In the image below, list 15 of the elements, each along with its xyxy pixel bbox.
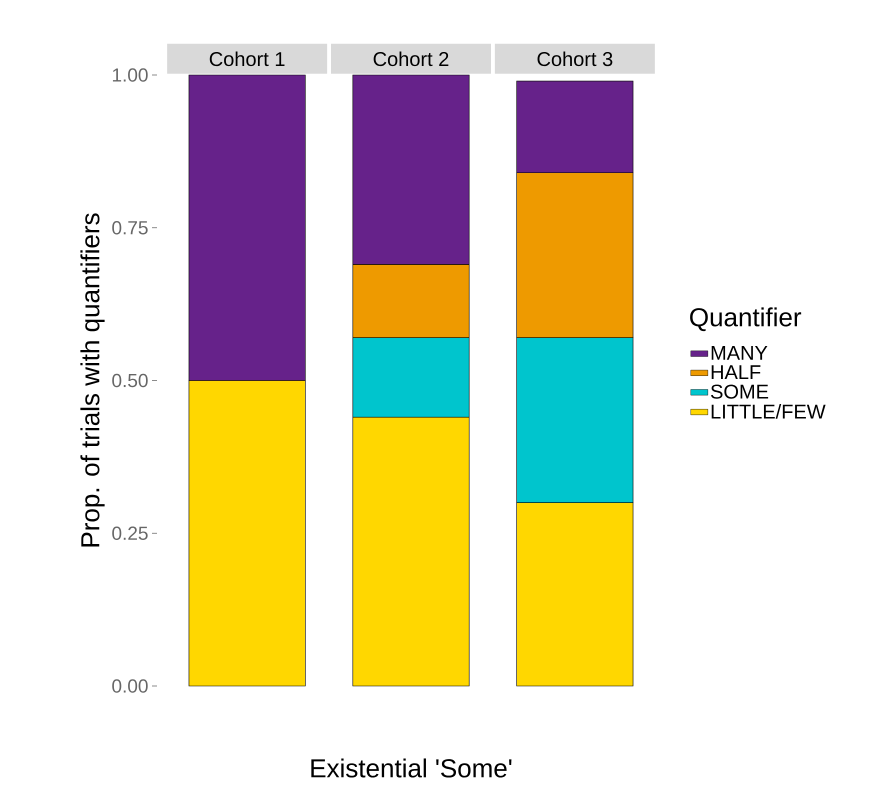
x-tick-label: Cohort 3 xyxy=(538,51,612,66)
legend-label: LITTLE/FEW xyxy=(712,404,826,419)
x-tick-label: Cohort 1 xyxy=(210,51,284,66)
y-tick-label: 0.75 xyxy=(112,221,148,234)
y-tick-label: 0.00 xyxy=(112,679,148,693)
legend-label: MANY xyxy=(712,346,768,360)
x-tick-label: Cohort 2 xyxy=(374,51,448,66)
legend-label: HALF xyxy=(712,365,760,380)
legend-title: Quantifier xyxy=(690,307,802,332)
y-tick-label: 0.25 xyxy=(112,526,148,540)
legend-label: SOME xyxy=(710,384,768,399)
y-axis-title: Prop. of trials with quantifiers xyxy=(80,213,105,546)
y-tick-label: 0.50 xyxy=(112,374,148,388)
x-axis-title: Existential 'Some' xyxy=(311,758,512,778)
y-tick-label: 1.00 xyxy=(112,68,148,82)
